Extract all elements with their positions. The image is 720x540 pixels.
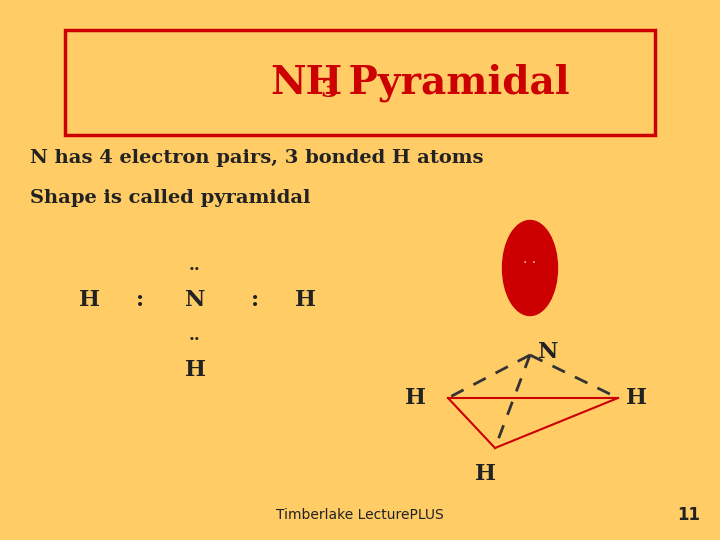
FancyBboxPatch shape: [65, 30, 655, 135]
Text: ..: ..: [189, 327, 201, 343]
Text: N: N: [538, 341, 559, 363]
Text: N: N: [185, 289, 205, 311]
Text: NH: NH: [270, 64, 342, 102]
Ellipse shape: [503, 220, 557, 315]
Text: H: H: [184, 359, 205, 381]
Text: :: :: [136, 289, 144, 311]
Text: H: H: [405, 387, 426, 409]
Text: Pyramidal: Pyramidal: [335, 64, 570, 102]
Text: 11: 11: [677, 506, 700, 524]
Text: Shape is called pyramidal: Shape is called pyramidal: [30, 189, 310, 207]
Text: H: H: [79, 289, 101, 311]
Text: H: H: [294, 289, 315, 311]
Text: H: H: [626, 387, 647, 409]
Text: 3: 3: [320, 78, 338, 102]
Text: Timberlake LecturePLUS: Timberlake LecturePLUS: [276, 508, 444, 522]
Text: · ·: · ·: [523, 256, 536, 270]
Text: ..: ..: [189, 256, 201, 273]
Text: :: :: [251, 289, 259, 311]
Text: H: H: [474, 463, 495, 485]
Text: N has 4 electron pairs, 3 bonded H atoms: N has 4 electron pairs, 3 bonded H atoms: [30, 149, 484, 167]
